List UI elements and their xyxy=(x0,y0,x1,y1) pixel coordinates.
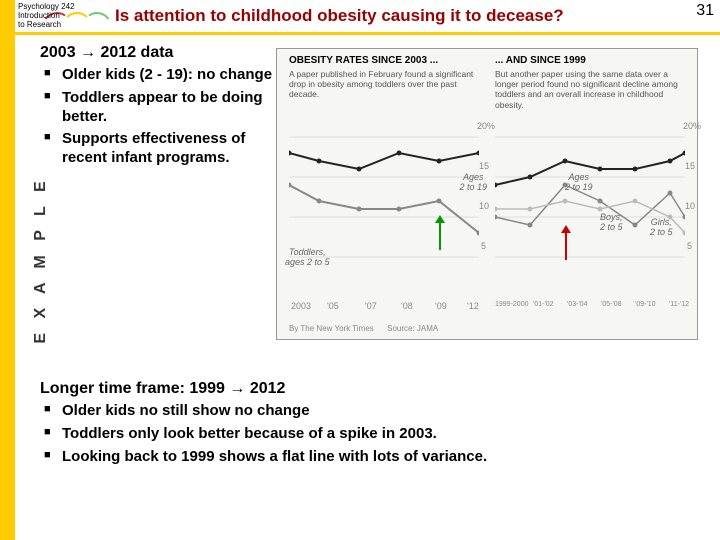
xtick: '11-'12 xyxy=(669,301,689,308)
red-arrow-icon: #arr-red::after{border-bottom:8px solid … xyxy=(565,232,567,260)
xtick: '03-'04 xyxy=(567,301,588,308)
xtick: 1999-2000 xyxy=(495,301,528,308)
label-ages-2-19-r: Ages 2 to 19 xyxy=(565,172,593,192)
page-number: 31 xyxy=(696,2,714,20)
chart-panel-right: Ages 2 to 19 Boys, 2 to 5 Girls, 2 to 5 … xyxy=(495,117,685,297)
label-boys: Boys, 2 to 5 xyxy=(600,212,623,232)
heading-b-post: 2012 xyxy=(250,380,286,397)
chart-credit: By The New York Times Source: JAMA xyxy=(289,324,438,333)
course-label: Psychology 242 Introduction to Research xyxy=(18,2,74,29)
list-item: Supports effectiveness of recent infant … xyxy=(44,130,290,168)
heading-b-pre: Longer time frame: 1999 xyxy=(40,380,225,397)
ytick: 5 xyxy=(687,241,692,251)
xtick: '08 xyxy=(401,301,413,311)
chart-right-sub: But another paper using the same data ov… xyxy=(495,69,690,110)
example-side-label: E X A M P L E xyxy=(32,160,50,360)
section-b-heading: Longer time frame: 1999 → 2012 xyxy=(40,380,680,398)
list-item: Looking back to 1999 shows a flat line w… xyxy=(44,448,680,467)
heading-a-pre: 2003 xyxy=(40,44,76,61)
obesity-chart: OBESITY RATES SINCE 2003 ... ... AND SIN… xyxy=(276,48,698,340)
xtick: '09-'10 xyxy=(635,301,656,308)
section-a-list: Older kids (2 - 19): no change Toddlers … xyxy=(40,66,290,168)
chart-right-lines xyxy=(495,117,685,297)
chart-panel-left: Ages 2 to 19 Toddlers, ages 2 to 5 #arr-… xyxy=(289,117,479,297)
ytick: 10 xyxy=(479,201,489,211)
ytick: 20% xyxy=(477,121,495,131)
ytick: 15 xyxy=(685,161,695,171)
page-title: Is attention to childhood obesity causin… xyxy=(115,6,564,26)
ytick: 15 xyxy=(479,161,489,171)
credit-right: Source: JAMA xyxy=(387,324,438,333)
section-b-list: Older kids no still show no change Toddl… xyxy=(40,402,680,466)
list-item: Toddlers only look better because of a s… xyxy=(44,425,680,444)
ytick: 20% xyxy=(683,121,701,131)
xtick: '05 xyxy=(327,301,339,311)
credit-left: By The New York Times xyxy=(289,324,374,333)
green-arrow-icon: #arr-green::after{border-bottom:8px soli… xyxy=(439,222,441,250)
list-item: Toddlers appear to be doing better. xyxy=(44,89,290,127)
xtick: '09 xyxy=(435,301,447,311)
label-ages-2-19: Ages 2 to 19 xyxy=(459,172,487,192)
xtick: '12 xyxy=(467,301,479,311)
arrow-icon: → xyxy=(80,44,96,61)
section-a-heading: 2003 → 2012 data xyxy=(40,44,290,62)
ytick: 5 xyxy=(481,241,486,251)
ytick: 10 xyxy=(685,201,695,211)
chart-left-title: OBESITY RATES SINCE 2003 ... xyxy=(289,55,438,66)
chart-left-sub: A paper published in February found a si… xyxy=(289,69,479,100)
chart-right-title: ... AND SINCE 1999 xyxy=(495,55,586,66)
xtick: '01-'02 xyxy=(533,301,554,308)
xtick: '05-'08 xyxy=(601,301,622,308)
side-yellow-bar xyxy=(0,0,15,540)
list-item: Older kids no still show no change xyxy=(44,402,680,421)
label-toddlers: Toddlers, ages 2 to 5 xyxy=(285,247,330,267)
section-b: Longer time frame: 1999 → 2012 Older kid… xyxy=(40,380,680,470)
section-a: 2003 → 2012 data Older kids (2 - 19): no… xyxy=(40,44,290,172)
heading-a-post: 2012 data xyxy=(101,44,174,61)
chart-left-lines xyxy=(289,117,479,297)
list-item: Older kids (2 - 19): no change xyxy=(44,66,290,85)
xtick: 2003 xyxy=(291,301,311,311)
xtick: '07 xyxy=(365,301,377,311)
arrow-icon: → xyxy=(229,380,245,397)
label-girls: Girls, 2 to 5 xyxy=(650,217,673,237)
